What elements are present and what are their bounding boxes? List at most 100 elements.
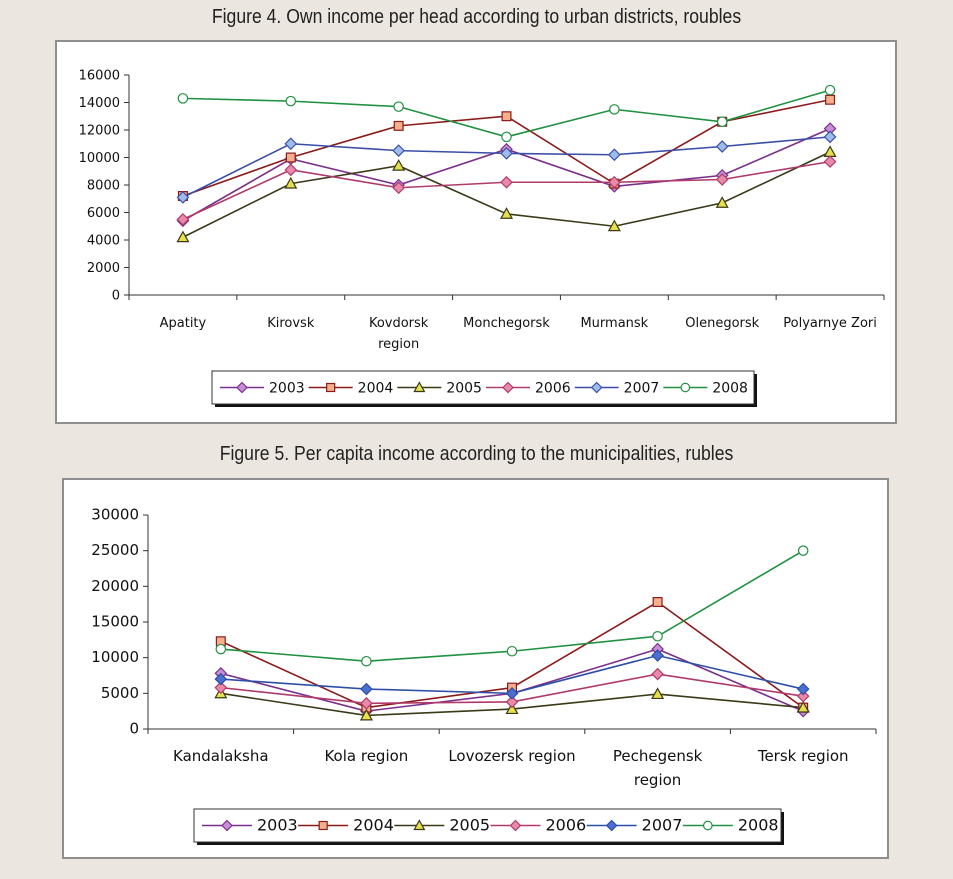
fig5-y-tick-label: 10000 [91,648,139,666]
fig5-point-2007 [651,649,664,662]
fig5-y-tick-label: 0 [129,720,139,738]
fig5-point-2005 [359,708,373,721]
fig4-point-2004 [285,152,296,163]
fig5-point-2005 [796,700,810,713]
fig5-point-2007 [505,686,519,700]
fig4-x-tick-label: Polyarnye Zori [783,316,877,331]
fig5-legend-marker-2005 [413,819,426,831]
figure-4-panel: 0 2000 4000 6000 8000 10000 12000 14000 16000 Apa… [55,40,897,424]
fig5-point-2005 [651,687,665,700]
fig4-legend-marker-2008 [680,382,691,393]
fig5-point-2008 [506,645,518,657]
fig4-legend-marker-2003 [236,381,248,394]
fig4-point-2006 [608,175,621,189]
fig4-point-2008 [824,84,836,96]
fig4-point-2005 [176,230,190,243]
fig5-legend-marker-2004 [318,820,328,831]
fig4-y-tick-label: 0 [112,289,120,304]
fig5-legend-label-2008: 2008 [738,816,779,835]
fig4-legend-label-2007: 2007 [624,381,660,397]
fig5-point-2005 [505,702,519,715]
fig5-legend-marker-2003 [221,819,233,832]
fig5-point-2008 [361,655,372,667]
fig4-point-2008 [716,116,728,128]
fig4-point-2007 [823,130,837,144]
fig5-legend-label-2006: 2006 [546,816,587,835]
fig5-legend-label-2005: 2005 [449,816,490,835]
fig4-point-2007 [715,140,729,153]
fig4-point-2008 [285,95,297,107]
fig4-y-tick-label: 16000 [79,69,120,84]
fig4-x-tick-label: Kirovsk [267,316,315,331]
fig4-point-2005 [499,207,514,219]
fig4-point-2005 [392,159,406,171]
fig5-point-2007 [360,682,373,696]
fig5-point-2007 [214,672,228,686]
fig4-y-tick-label: 12000 [79,124,120,139]
fig4-y-tick-label: 8000 [87,179,120,194]
fig4-point-2005 [823,145,837,158]
fig5-y-tick-label: 25000 [91,541,139,559]
fig4-point-2007 [500,147,513,160]
fig5-point-2004 [652,597,663,608]
fig4-point-2006 [392,181,405,195]
fig4-point-2008 [393,101,404,112]
fig5-point-2007 [796,682,810,696]
fig4-legend-marker-2004 [326,382,336,393]
fig4-point-2007 [284,137,298,151]
fig5-x-tick-label: Kola region [324,747,408,765]
fig5-x-tick-label: Pechegensk region [613,747,703,789]
fig5-point-2008 [797,545,809,556]
fig5-legend-label-2003: 2003 [257,816,298,835]
fig4-legend-marker-2007 [590,381,603,394]
fig4-point-2007 [608,148,621,162]
fig4-point-2006 [715,173,729,186]
fig4-legend-label-2006: 2006 [535,381,571,397]
fig4-y-tick-label: 14000 [79,96,120,111]
fig4-x-tick-label: Apatity [160,316,207,331]
fig4-x-tick-label: Olenegorsk [685,316,759,331]
fig5-legend-marker-2007 [605,819,618,832]
fig5-y-tick-label: 30000 [91,506,139,524]
fig4-point-2008 [609,104,620,115]
fig5-point-2008 [215,643,227,655]
figure-5-chart: 0 5000 10000 15000 20000 25000 30000 Kandalaksh… [91,506,877,845]
fig5-legend-marker-2008 [702,820,713,831]
fig4-legend-label-2005: 2005 [446,381,482,397]
fig4-y-tick-label: 6000 [87,206,120,221]
fig4-legend-label-2003: 2003 [269,381,305,397]
fig5-y-tick-label: 5000 [101,684,139,702]
fig4-x-tick-label: Kovdorsk region [369,316,429,352]
fig4-point-2005 [284,176,298,189]
fig4-y-tick-label: 4000 [87,234,120,249]
fig5-point-2006 [796,689,810,703]
fig4-y-tick-label: 10000 [79,151,120,166]
fig4-point-2007 [176,191,190,204]
fig4-point-2004 [501,111,512,122]
fig4-x-tick-label: Monchegorsk [463,316,550,331]
figure-4-chart: 0 2000 4000 6000 8000 10000 12000 14000 16000 Apa… [79,69,885,407]
fig4-legend-label-2004: 2004 [358,381,394,397]
fig4-y-tick-label: 2000 [87,261,120,276]
fig5-legend-label-2004: 2004 [353,816,394,835]
fig5-legend-marker-2006 [509,819,522,832]
fig4-point-2006 [823,155,837,168]
fig4-legend-marker-2005 [413,381,426,393]
fig4-legend-label-2008: 2008 [712,381,748,397]
figure-5-panel: 0 5000 10000 15000 20000 25000 30000 Kandalaksh… [62,478,889,859]
fig5-x-tick-label: Tersk region [757,747,849,765]
fig4-point-2006 [176,213,190,226]
fig5-point-2008 [652,630,663,642]
fig4-legend-marker-2006 [502,381,514,394]
fig4-point-2006 [500,175,513,189]
fig4-point-2006 [284,163,298,177]
fig5-point-2006 [360,696,373,710]
fig5-x-tick-label: Lovozersk region [448,747,575,765]
fig4-point-2004 [393,120,404,131]
fig4-point-2008 [177,93,189,104]
fig4-x-tick-label: Murmansk [580,316,648,331]
fig5-y-tick-label: 20000 [91,577,139,595]
fig5-point-2006 [505,695,519,709]
fig4-point-2005 [607,219,621,232]
fig5-y-tick-label: 15000 [91,613,139,631]
